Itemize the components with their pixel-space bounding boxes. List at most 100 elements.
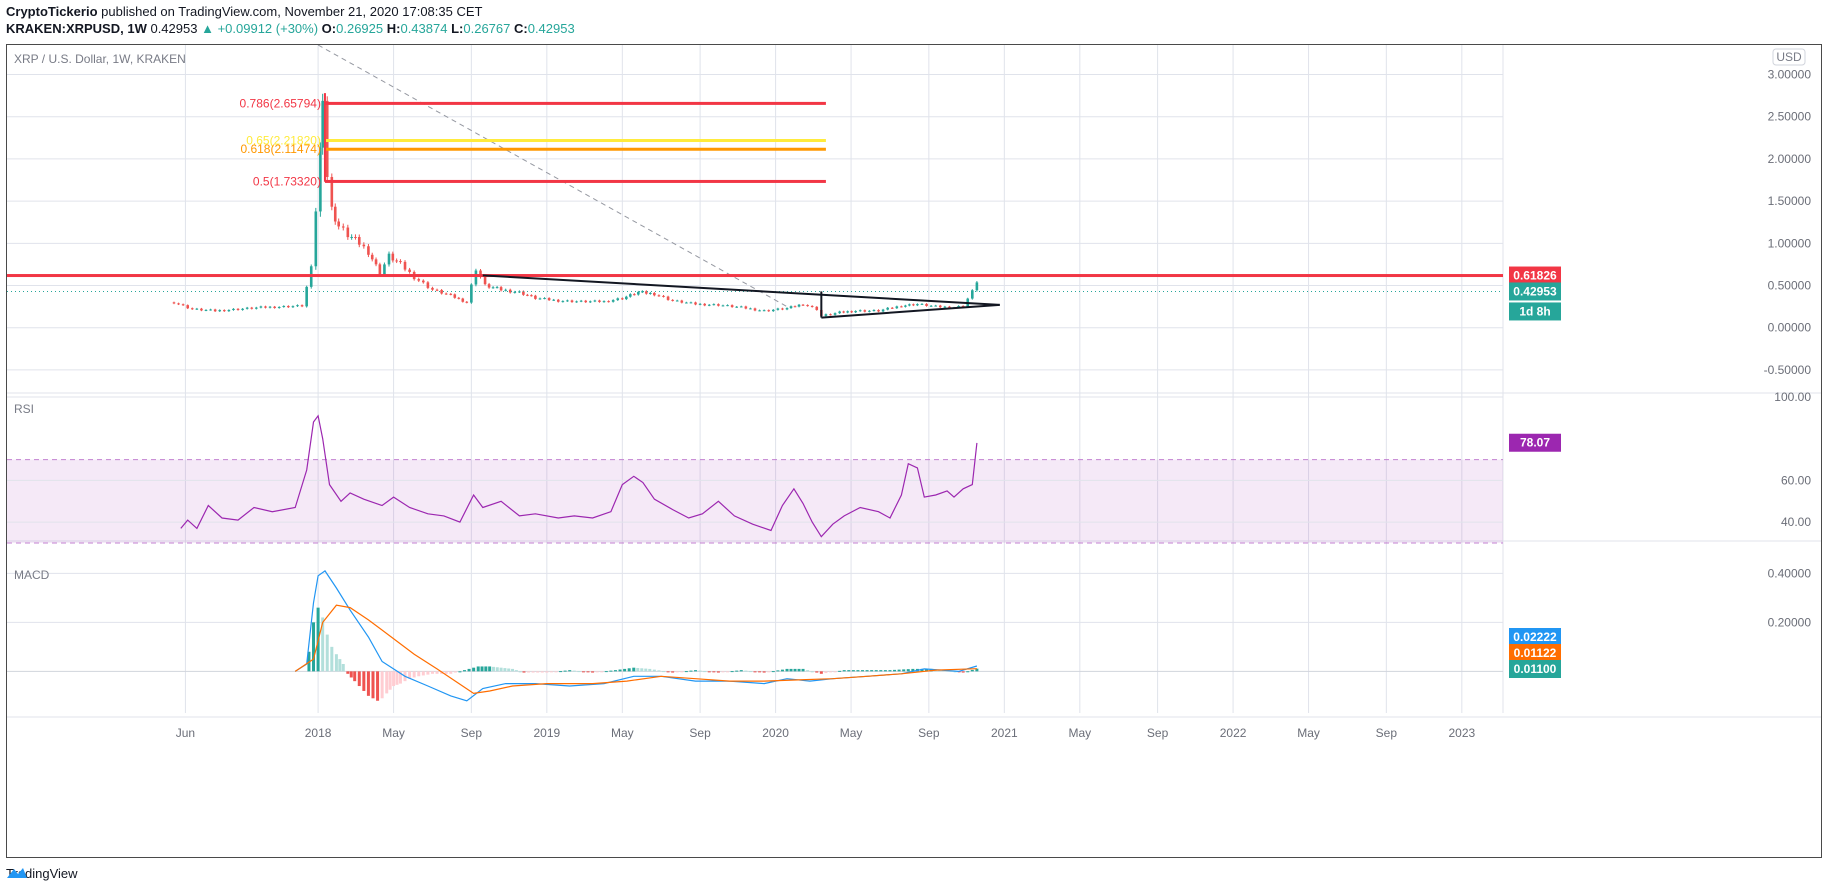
high-label: H: <box>386 21 401 36</box>
macd-histogram-bar <box>975 668 979 672</box>
macd-value-tag-text: 0.01122 <box>1514 646 1557 660</box>
candle-body <box>833 313 837 315</box>
candle-body <box>607 301 610 303</box>
x-tick-label: May <box>840 726 863 740</box>
candle-body <box>589 301 592 303</box>
last-price-tag-text: 0.42953 <box>1513 284 1557 298</box>
fib-level-line <box>324 147 826 151</box>
candle-body <box>325 100 329 178</box>
candle-body <box>671 299 674 301</box>
candle-body <box>767 310 771 312</box>
candle-body <box>255 307 258 309</box>
candle-body <box>584 300 588 303</box>
candle-body <box>357 237 361 245</box>
macd-histogram-bar <box>472 667 476 672</box>
candle-body <box>662 295 665 297</box>
macd-histogram-bar <box>758 671 762 673</box>
currency-badge <box>1772 48 1806 66</box>
macd-histogram-bar <box>484 666 488 672</box>
candle-body <box>793 306 797 308</box>
macd-histogram-bar <box>735 670 739 672</box>
candle-body <box>806 305 809 307</box>
fib-level-line <box>324 101 826 105</box>
macd-tick-label: 0.20000 <box>1768 615 1812 629</box>
macd-histogram-bar <box>824 671 828 674</box>
macd-histogram-bar <box>545 671 549 673</box>
main-pane-title: XRP / U.S. Dollar, 1W, KRAKEN <box>14 52 186 66</box>
candle-body <box>461 298 465 302</box>
last-price-tag: 0.42953 <box>1509 282 1561 301</box>
macd-histogram-bar <box>684 671 688 673</box>
macd-histogram-bar <box>961 671 965 673</box>
macd-histogram-bar <box>851 670 855 672</box>
x-tick-label: May <box>1297 726 1320 740</box>
candle-body <box>330 177 334 207</box>
macd-histogram-bar <box>953 671 957 673</box>
candle-body <box>829 314 832 316</box>
open-label: O: <box>321 21 337 36</box>
candle-body <box>259 306 263 308</box>
candle-body <box>479 270 482 278</box>
rsi-value-tag-text: 78.07 <box>1520 436 1550 450</box>
macd-histogram-bar <box>398 671 402 684</box>
symbol-name: KRAKEN:XRPUSD, 1W <box>6 21 147 36</box>
candle-body <box>431 287 434 290</box>
macd-histogram-bar <box>421 671 425 676</box>
candle-body <box>925 303 928 306</box>
macd-histogram-bar <box>888 670 892 672</box>
macd-histogram-bar <box>609 670 613 672</box>
candle-body <box>929 305 933 307</box>
candle-body <box>842 311 845 313</box>
macd-histogram-bar <box>522 671 526 673</box>
candle-body <box>602 301 606 303</box>
candle-body <box>213 309 217 312</box>
candle-body <box>172 302 176 304</box>
candle-body <box>350 236 353 238</box>
candle-body <box>904 305 907 307</box>
tradingview-footer[interactable]: TradingView <box>6 866 78 881</box>
candle-body <box>346 227 350 238</box>
candle-body <box>227 310 231 312</box>
chart-canvas[interactable]: Jun 2018 May Sep 2019 May Sep 2020 May Sep 2021 May… <box>7 45 1821 857</box>
publisher-name[interactable]: CryptoTickerio <box>6 4 98 19</box>
macd-histogram-bar <box>874 670 878 672</box>
macd-histogram-bar <box>925 668 929 672</box>
candle-body <box>362 244 366 247</box>
x-tick-label: 2020 <box>762 726 789 740</box>
macd-histogram-bar <box>458 671 462 673</box>
macd-histogram-bar <box>726 671 730 673</box>
candle-body <box>872 310 876 312</box>
macd-histogram-bar <box>362 671 366 691</box>
macd-histogram-bar <box>325 634 329 672</box>
macd-value-tag-text: 0.02222 <box>1513 630 1557 644</box>
publish-info: CryptoTickerio published on TradingView.… <box>6 4 482 19</box>
candle-body <box>508 289 512 293</box>
candle-body <box>305 286 308 307</box>
fib-level-line <box>324 139 826 143</box>
macd-histogram-bar <box>330 646 334 672</box>
candle-body <box>470 284 473 303</box>
fib-level-label: 0.786(2.65794) <box>240 96 321 110</box>
macd-histogram-bar <box>662 671 666 673</box>
tradingview-logo-icon <box>7 868 27 878</box>
candle-body <box>200 308 203 311</box>
candle-body <box>435 289 439 291</box>
candle-body <box>749 308 752 310</box>
macd-histogram-bar <box>632 667 636 672</box>
macd-histogram-bar <box>739 670 743 672</box>
candle-body <box>707 304 711 306</box>
chart-frame[interactable]: Jun 2018 May Sep 2019 May Sep 2020 May Sep 2021 May… <box>6 44 1822 858</box>
candle-body <box>204 309 208 311</box>
candle-body <box>863 310 867 312</box>
macd-histogram-bar <box>426 671 430 675</box>
fib-level-label: 0.65(2.21820) <box>246 134 321 148</box>
candle-body <box>264 306 267 308</box>
candle-body <box>621 298 624 300</box>
candle-body <box>730 305 734 308</box>
macd-histogram-bar <box>488 666 492 672</box>
macd-histogram-bar <box>540 671 544 673</box>
candle-body <box>195 308 199 310</box>
candle-body <box>333 206 337 222</box>
macd-histogram-bar <box>604 671 608 673</box>
candle-body <box>611 300 615 302</box>
